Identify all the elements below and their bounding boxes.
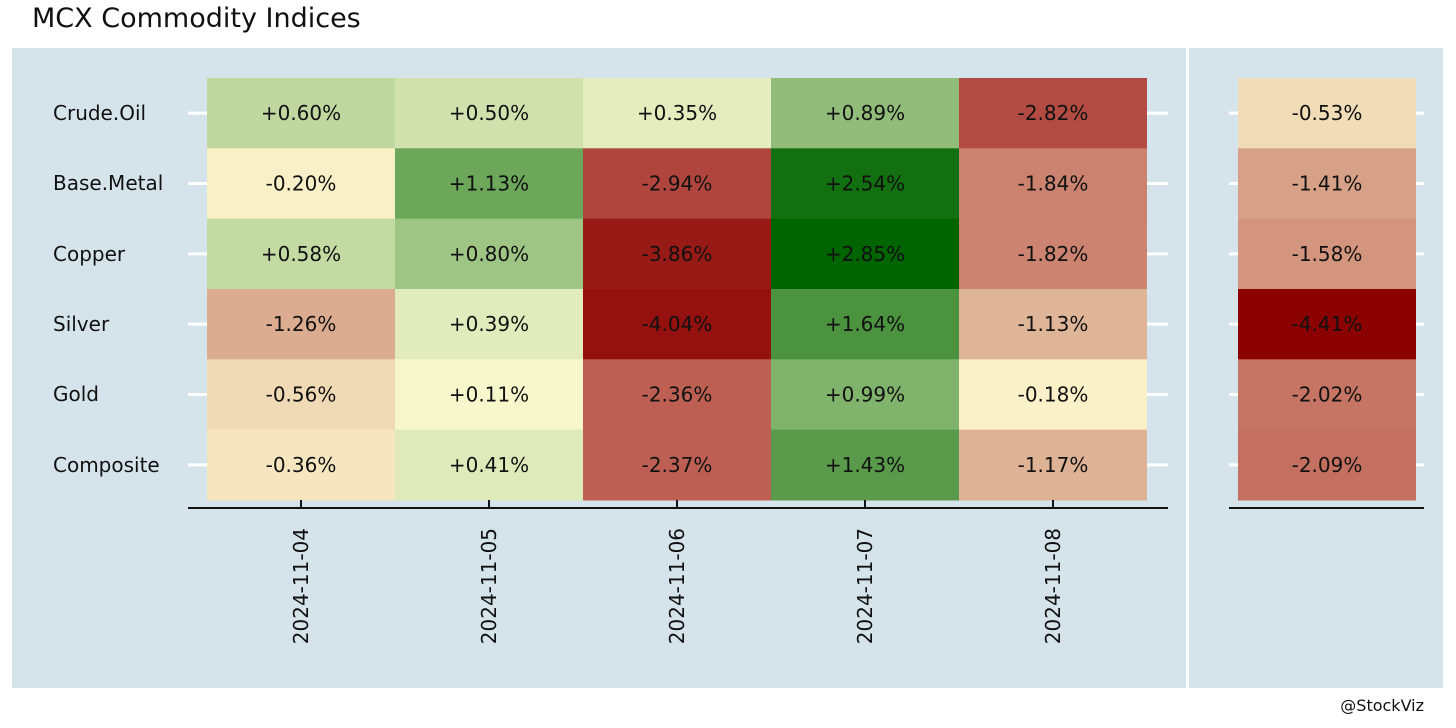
heatmap-cell [583, 78, 771, 149]
heatmap-cell [959, 218, 1147, 290]
heatmap-cell [583, 359, 771, 431]
summary-cell-label: -2.02% [1292, 382, 1363, 406]
summary-cell-label: -1.41% [1292, 171, 1363, 195]
heatmap-cell [771, 78, 959, 149]
cell-label: +0.39% [449, 312, 529, 336]
row-label: Gold [53, 382, 99, 407]
heatmap-cell [395, 359, 583, 431]
cell-label: -0.36% [266, 453, 337, 477]
heatmap-cell [771, 218, 959, 290]
cell-label: -2.94% [642, 171, 713, 195]
cell-label: -3.86% [642, 242, 713, 266]
heatmap-cell [395, 218, 583, 290]
heatmap-cell [583, 148, 771, 220]
heatmap-cell [583, 429, 771, 501]
cell-label: +1.64% [825, 312, 905, 336]
heatmap-cell [771, 359, 959, 431]
cell-label: +0.50% [449, 101, 529, 125]
summary-cell [1238, 359, 1416, 431]
heatmap-cell [959, 288, 1147, 360]
credit-label: @StockViz [1340, 696, 1424, 715]
summary-cell-label: -4.41% [1292, 312, 1363, 336]
heatmap-cell [207, 218, 395, 290]
row-label: Crude.Oil [53, 101, 147, 126]
heatmap-cell [959, 359, 1147, 431]
row-label: Base.Metal [53, 171, 164, 196]
cell-label: +0.80% [449, 242, 529, 266]
heatmap-cell [771, 429, 959, 501]
summary-cell [1238, 429, 1416, 501]
cell-label: +0.58% [261, 242, 341, 266]
summary-cell [1238, 288, 1416, 360]
cell-label: +0.11% [449, 382, 529, 406]
row-label: Composite [53, 452, 160, 477]
summary-cell [1238, 78, 1416, 149]
heatmap-cell [207, 288, 395, 360]
cell-label: +0.41% [449, 453, 529, 477]
heatmap-cell [771, 148, 959, 220]
cell-label: -0.20% [266, 171, 337, 195]
cell-label: +1.13% [449, 171, 529, 195]
row-label: Copper [53, 241, 126, 266]
cell-label: -4.04% [642, 312, 713, 336]
heatmap-cell [959, 78, 1147, 149]
heatmap-cell [583, 288, 771, 360]
heatmap-cell [959, 429, 1147, 501]
x-tick-label: 2024-11-05 [477, 528, 501, 644]
heatmap-cell [395, 429, 583, 501]
heatmap-cell [771, 288, 959, 360]
cell-label: -1.84% [1018, 171, 1089, 195]
heatmap-cell [207, 429, 395, 501]
x-tick-label: 2024-11-04 [289, 528, 313, 644]
cell-label: -1.13% [1018, 312, 1089, 336]
heatmap-cell [395, 78, 583, 149]
heatmap-cell [207, 359, 395, 431]
cell-label: +0.35% [637, 101, 717, 125]
cell-label: +2.54% [825, 171, 905, 195]
summary-cell [1238, 148, 1416, 220]
cell-label: +1.43% [825, 453, 905, 477]
cell-label: -2.36% [642, 382, 713, 406]
x-tick-label: 2024-11-08 [1041, 528, 1065, 644]
row-label: Silver [53, 312, 110, 337]
heatmap-cell [207, 78, 395, 149]
summary-cell-label: -2.09% [1292, 453, 1363, 477]
heatmap-cell [583, 218, 771, 290]
heatmap-cell [395, 148, 583, 220]
summary-cell [1238, 218, 1416, 290]
heatmap-cell [207, 148, 395, 220]
cell-label: -0.18% [1018, 382, 1089, 406]
cell-label: -1.82% [1018, 242, 1089, 266]
summary-cell-label: -1.58% [1292, 242, 1363, 266]
x-tick-label: 2024-11-06 [665, 528, 689, 644]
cell-label: +0.99% [825, 382, 905, 406]
cell-label: +0.60% [261, 101, 341, 125]
cell-label: -0.56% [266, 382, 337, 406]
x-tick-label: 2024-11-07 [853, 528, 877, 644]
heatmap-cell [395, 288, 583, 360]
cell-label: -1.17% [1018, 453, 1089, 477]
chart-title: MCX Commodity Indices [32, 3, 361, 34]
cell-label: -1.26% [266, 312, 337, 336]
cell-label: -2.37% [642, 453, 713, 477]
cell-label: +2.85% [825, 242, 905, 266]
summary-cell-label: -0.53% [1292, 101, 1363, 125]
cell-label: -2.82% [1018, 101, 1089, 125]
cell-label: +0.89% [825, 101, 905, 125]
heatmap-cell [959, 148, 1147, 220]
